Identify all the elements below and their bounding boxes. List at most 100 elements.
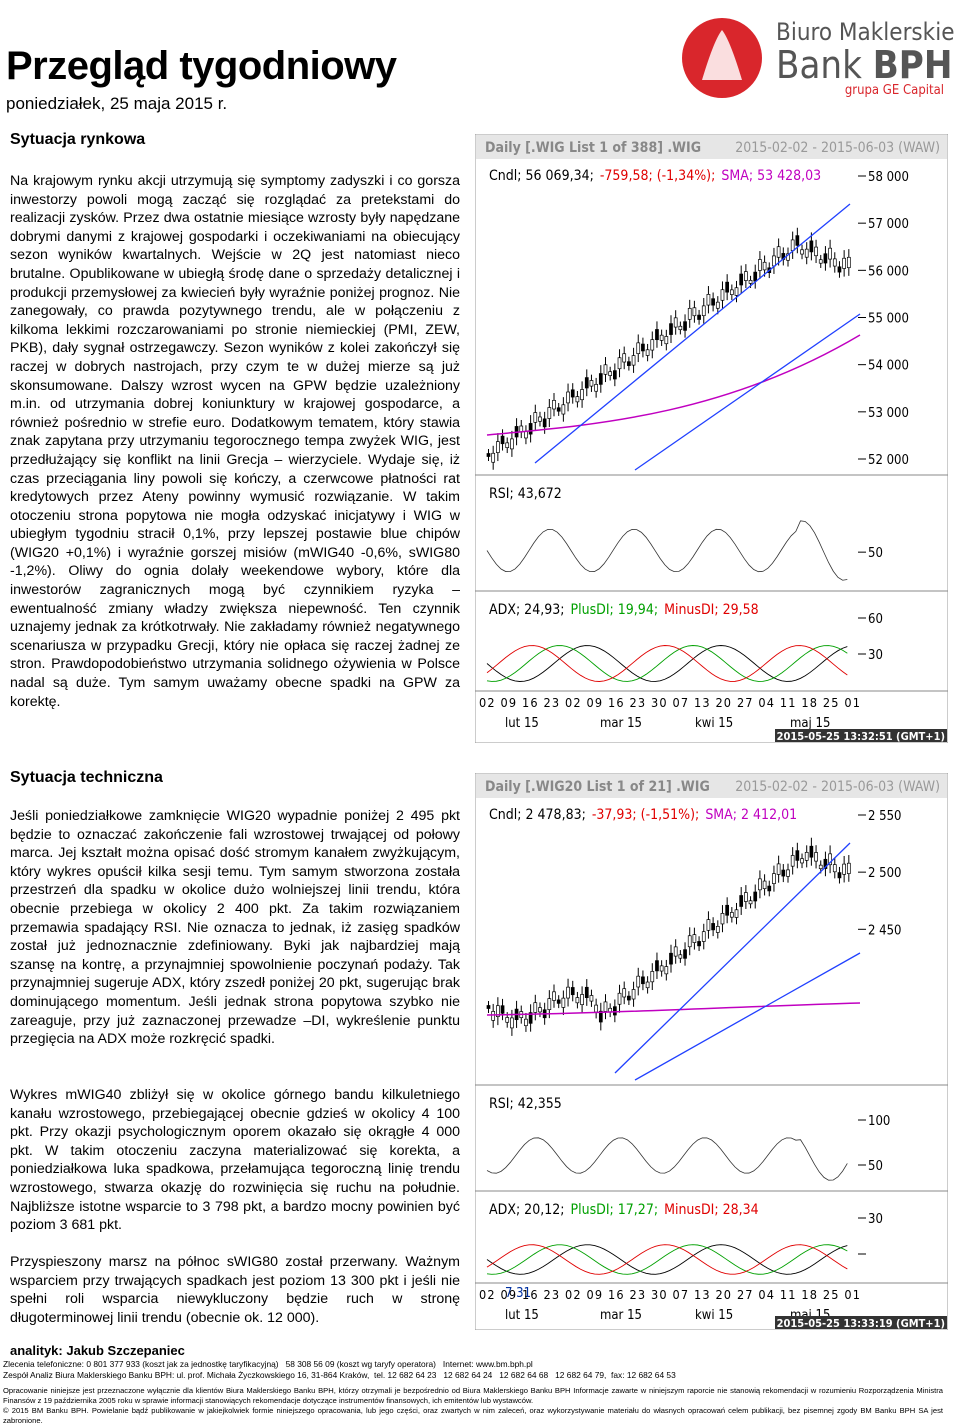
candle-body — [762, 261, 767, 271]
minus-di-part: MinusDI; 28,34 — [664, 1202, 759, 1218]
candle-body — [617, 357, 622, 370]
candle-body — [627, 361, 631, 366]
candle-body — [706, 919, 711, 931]
candle-body — [612, 370, 617, 380]
month-label: lut 15 — [505, 716, 539, 731]
rsi-tick-label: 50 — [868, 1159, 883, 1174]
title-bar — [476, 135, 947, 159]
chart-frame — [475, 134, 948, 743]
candle-body — [584, 986, 589, 999]
candle-body — [641, 343, 645, 352]
month-label: kwi 15 — [695, 716, 733, 731]
candle-body — [711, 923, 715, 931]
price-label: 53 000 — [868, 406, 909, 421]
candle-body — [753, 271, 758, 282]
candle-body — [500, 1005, 505, 1014]
price-label: 2 550 — [868, 809, 901, 824]
rsi-line — [486, 520, 848, 581]
candle-body — [650, 339, 655, 351]
title-bar — [476, 774, 947, 798]
candle-body — [828, 853, 832, 866]
timestamp: 2015-05-25 13:33:19 (GMT+1) — [777, 1317, 945, 1330]
candle-body — [734, 287, 739, 296]
candle-body — [542, 418, 547, 428]
candle-body — [608, 371, 613, 376]
candle-body — [711, 298, 715, 306]
candle-body — [617, 992, 622, 1005]
price-label: 58 000 — [868, 170, 909, 185]
candle-body — [528, 423, 533, 435]
adx-line — [486, 645, 848, 682]
section-heading: Sytuacja rynkowa — [10, 131, 146, 148]
candle-body — [842, 257, 846, 269]
candle-body — [701, 305, 706, 317]
month-label: maj 15 — [790, 716, 830, 731]
logo-line3: grupa GE Capital — [845, 83, 944, 98]
rsi-label: RSI; 42,355 — [489, 1096, 562, 1112]
adx-line — [486, 645, 848, 682]
candle-body — [622, 988, 627, 998]
section-heading: Sytuacja techniczna — [10, 769, 163, 786]
candle-body — [627, 995, 631, 1001]
adx-line — [486, 1244, 848, 1275]
plus-di-part: PlusDI; 19,94; — [570, 602, 658, 618]
month-label: mar 15 — [600, 716, 642, 731]
candle-body — [673, 317, 678, 328]
candle-body — [580, 389, 584, 401]
adx-label: ADX; 20,12; PlusDI; 17,27; MinusDI; 28,34 — [489, 1202, 759, 1218]
candle-body — [804, 851, 809, 861]
rsi-label: RSI; 43,672 — [489, 486, 562, 502]
candle-body — [603, 364, 608, 375]
candle-body — [491, 452, 496, 463]
candle-body — [697, 941, 701, 947]
candle-body — [739, 895, 744, 907]
candle-body — [744, 892, 748, 902]
candle-body — [706, 294, 711, 306]
logo-figure — [702, 30, 742, 80]
candle-body — [720, 913, 725, 925]
candle-body — [814, 852, 818, 862]
candle-body — [510, 1017, 514, 1029]
candle-body — [584, 377, 589, 389]
trend-line — [534, 203, 851, 464]
candle-body — [846, 256, 851, 269]
paragraph: Przyspieszony marsz na północ sWIG80 zos… — [10, 1254, 460, 1326]
candle-body — [510, 438, 514, 450]
candle-body — [818, 259, 823, 264]
month-label: lut 15 — [505, 1308, 539, 1323]
sma-line — [486, 1002, 861, 1016]
candle-body — [561, 997, 566, 1008]
chart-frame — [475, 773, 948, 1330]
timestamp-bar — [775, 729, 947, 742]
candle-body — [729, 289, 734, 295]
candle-body — [622, 353, 627, 363]
candle-body — [524, 1018, 528, 1027]
candle-body — [739, 273, 744, 286]
chart-title: Daily [.WIG List 1 of 388] .WIG — [485, 140, 701, 156]
trend-line — [634, 313, 861, 471]
candle-body — [580, 994, 584, 1006]
minus-di-part: MinusDI; 29,58 — [664, 602, 759, 618]
candle-body — [687, 307, 692, 320]
adx-tick-label: 60 — [868, 612, 883, 627]
candle-body — [655, 960, 659, 972]
candle-body — [837, 872, 842, 879]
candle-body — [715, 926, 720, 933]
candle-body — [669, 952, 673, 965]
contact: Zlecenia telefoniczne: 0 801 377 933 (ko… — [3, 1359, 533, 1369]
candle-body — [823, 858, 828, 869]
candle-body — [561, 404, 566, 415]
logo-line2: Bank BPH — [776, 43, 952, 87]
candle-body — [664, 966, 669, 975]
candle-body — [823, 253, 828, 264]
info-part: Cndl; 2 478,83; — [489, 807, 586, 823]
adx-tick-label: 30 — [868, 648, 883, 663]
candle-body — [683, 949, 687, 959]
candle-body — [800, 858, 804, 864]
candle-body — [678, 325, 683, 331]
candle-body — [538, 1007, 542, 1013]
candle-body — [636, 975, 641, 988]
day-labels: 02 09 16 23 02 09 16 23 30 07 13 20 27 0… — [479, 1287, 860, 1302]
candle-body — [767, 885, 772, 892]
candle-body — [687, 935, 692, 948]
